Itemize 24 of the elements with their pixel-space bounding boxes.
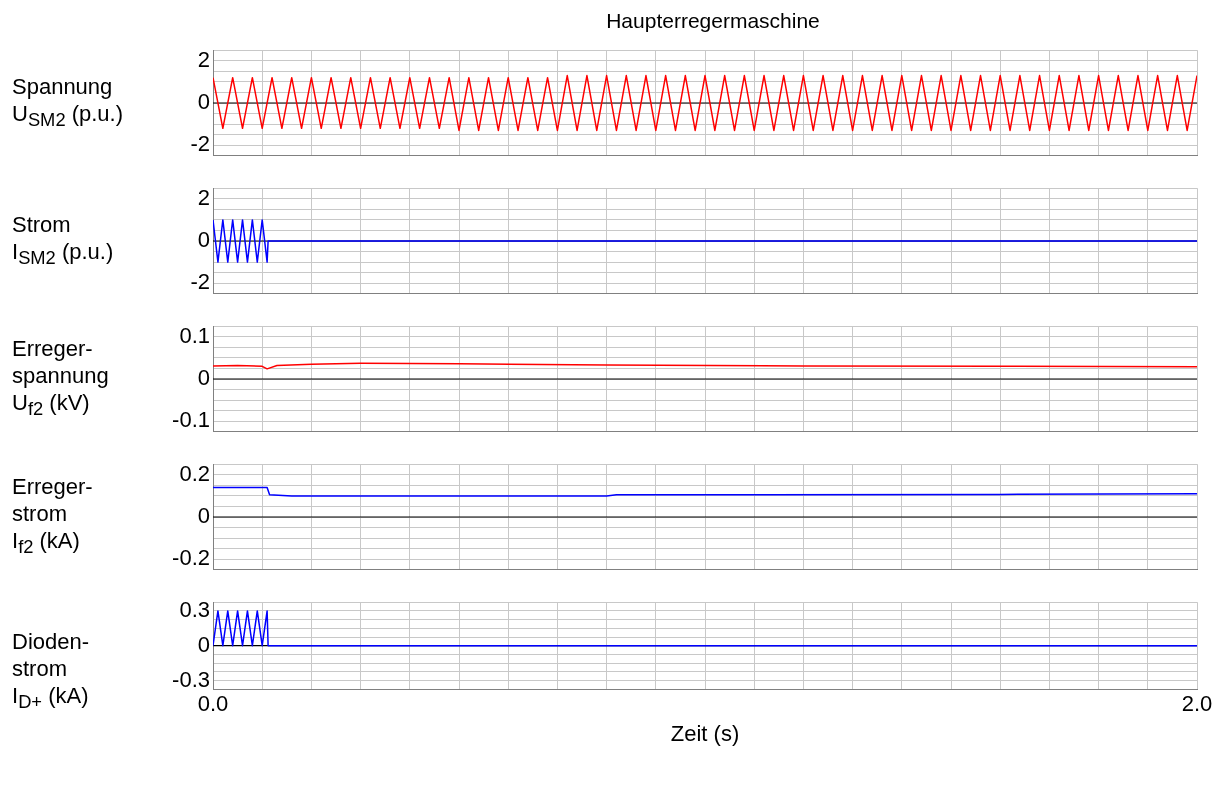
y-axis-title: Dioden- strom I$_{D+}$ (kA) bbox=[12, 628, 91, 715]
y-tick-label: -0.2 bbox=[172, 545, 210, 571]
y-tick-label: 0 bbox=[197, 503, 210, 529]
x-axis-title: Zeit (s) bbox=[670, 720, 740, 746]
y-axis-title: Spannung U$_{SM2}$ (p.u.) bbox=[12, 72, 125, 133]
x-tick-label: 0.0 bbox=[197, 691, 229, 717]
y-axis-title: Erreger- spannung U$_{f2}$ (kV) bbox=[12, 335, 110, 422]
y-axis-title: Erreger- strom I$_{f2}$ (kA) bbox=[12, 473, 94, 560]
x-tick-label: 2.0 bbox=[1181, 691, 1213, 717]
y-tick-label: 0 bbox=[197, 227, 210, 253]
y-tick-label: -0.1 bbox=[172, 407, 210, 433]
y-tick-label: 2 bbox=[197, 46, 210, 72]
y-tick-label: -0.3 bbox=[172, 666, 210, 692]
y-axis-title: Strom I$_{SM2}$ (p.u.) bbox=[12, 210, 115, 271]
y-tick-label: 0.3 bbox=[179, 596, 210, 622]
y-tick-label: -2 bbox=[190, 131, 210, 157]
y-tick-label: 0 bbox=[197, 631, 210, 657]
y-tick-label: 0 bbox=[197, 365, 210, 391]
y-tick-label: 0 bbox=[197, 89, 210, 115]
y-tick-label: -2 bbox=[190, 269, 210, 295]
y-tick-label: 0.1 bbox=[179, 322, 210, 348]
y-tick-label: 2 bbox=[197, 184, 210, 210]
y-tick-label: 0.2 bbox=[179, 460, 210, 486]
chart-title: Haupterregermaschine bbox=[605, 8, 821, 34]
